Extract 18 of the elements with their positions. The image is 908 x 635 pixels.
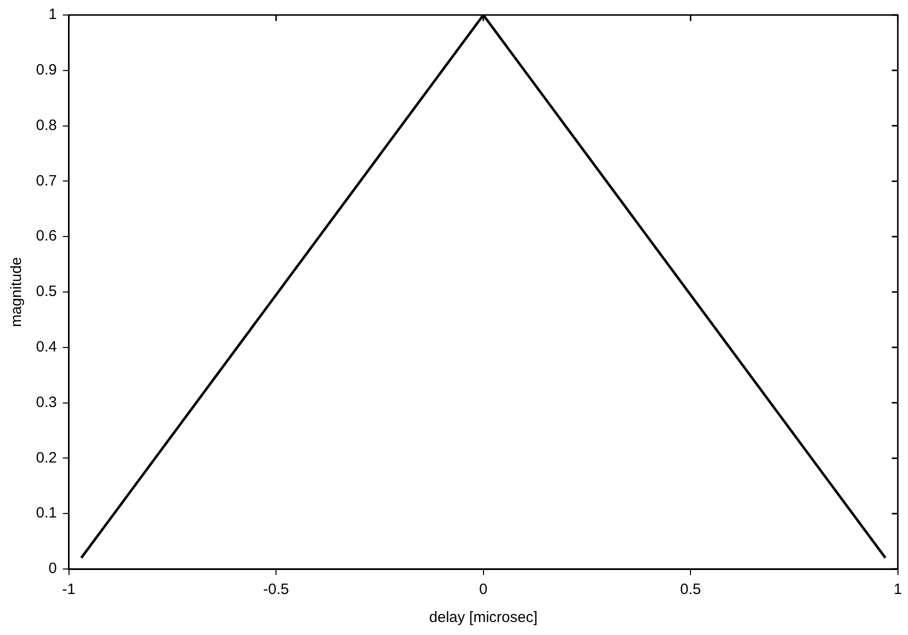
y-tick-label: 0.1 — [36, 504, 57, 522]
y-tick-label: 0.2 — [36, 449, 57, 466]
y-tick-label: 0.6 — [36, 228, 57, 245]
y-tick-label: 0 — [48, 560, 57, 578]
x-axis-title: delay [microsec] — [429, 609, 538, 626]
y-tick-label: 0.9 — [36, 62, 57, 79]
x-tick-label: 0 — [479, 581, 488, 598]
x-tick-label: 1 — [894, 581, 902, 598]
y-tick-label: 0.4 — [36, 338, 57, 356]
y-tick-label: 1 — [48, 6, 57, 24]
y-tick-label: 0.8 — [36, 116, 57, 134]
y-tick-label: 0.7 — [36, 172, 57, 190]
y-tick-label: 0.3 — [36, 394, 57, 411]
x-tick-label: -1 — [62, 581, 76, 598]
x-tick-label: 0.5 — [680, 581, 702, 598]
x-tick-label: -0.5 — [263, 581, 290, 598]
y-tick-label: 0.5 — [36, 283, 57, 300]
y-axis-title: magnitude — [8, 256, 26, 328]
